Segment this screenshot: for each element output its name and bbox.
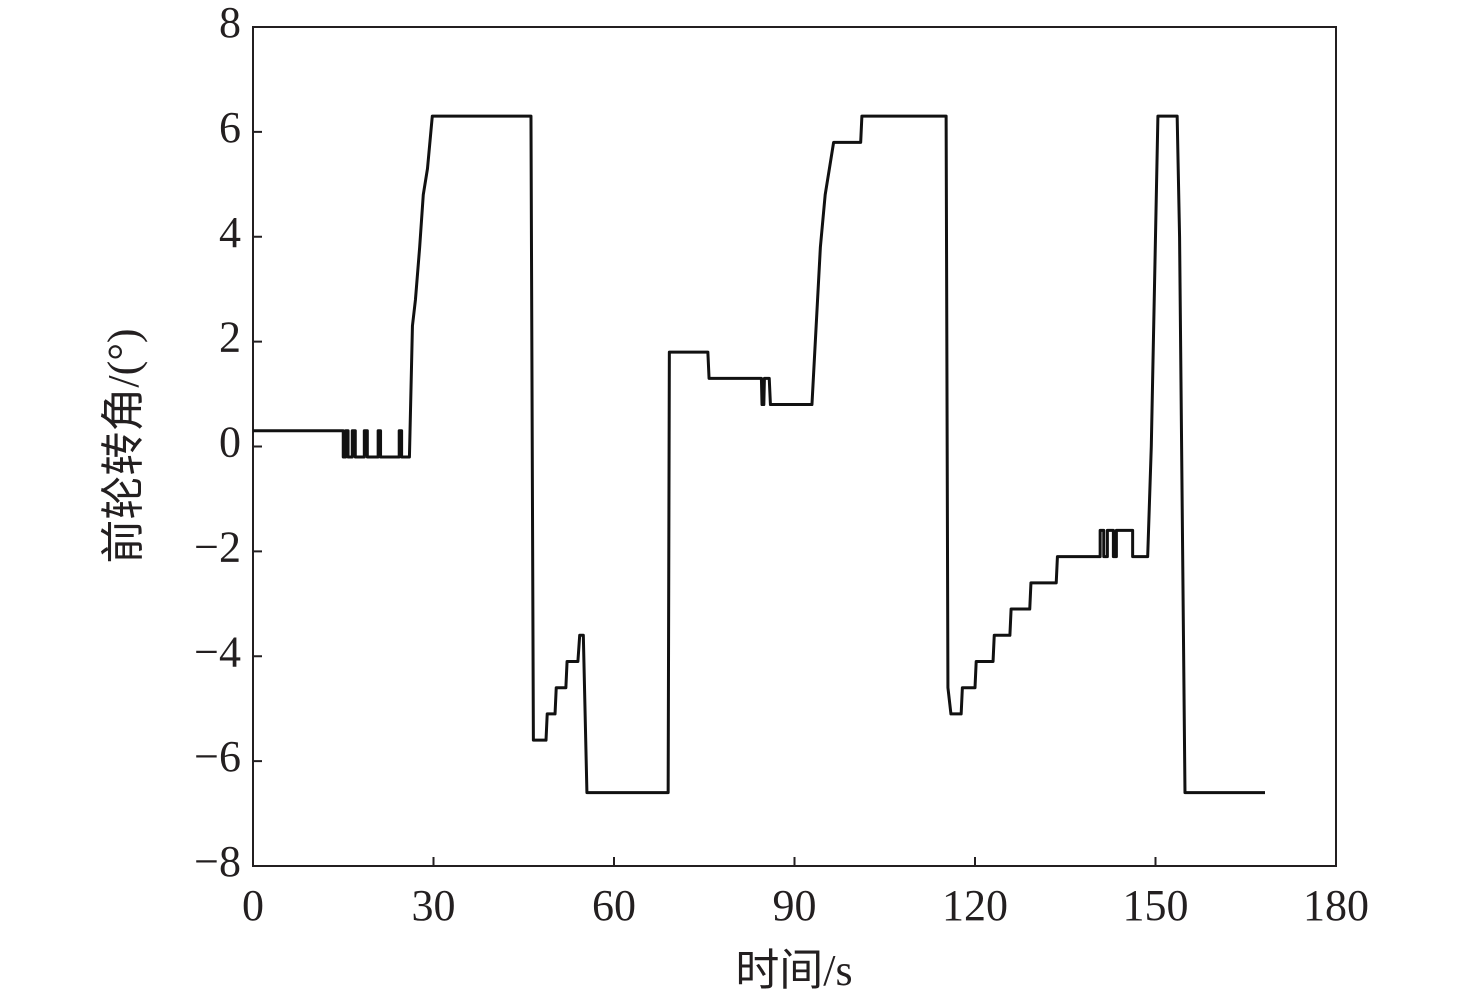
plot-frame xyxy=(252,26,1337,867)
y-tick-label: −8 xyxy=(194,837,241,886)
x-tick-label: 90 xyxy=(773,881,817,930)
x-tick-label: 30 xyxy=(412,881,456,930)
y-tick-label: 2 xyxy=(219,313,241,362)
x-tick-label: 180 xyxy=(1303,881,1369,930)
y-tick-label: −4 xyxy=(194,627,241,676)
x-tick-label: 150 xyxy=(1123,881,1189,930)
x-tick-label: 0 xyxy=(242,881,264,930)
y-tick-label: 8 xyxy=(219,0,241,47)
x-tick-label: 120 xyxy=(942,881,1008,930)
x-axis-label: 时间/s xyxy=(735,946,852,995)
data-line xyxy=(253,114,1265,795)
y-tick-label: −2 xyxy=(194,522,241,571)
y-tick-label: −6 xyxy=(194,732,241,781)
y-tick-label: 4 xyxy=(219,208,241,257)
y-tick-label: 6 xyxy=(219,103,241,152)
y-tick-label: 0 xyxy=(219,418,241,467)
x-tick-label: 60 xyxy=(592,881,636,930)
y-axis-label: 前轮转角/(°) xyxy=(99,328,148,563)
